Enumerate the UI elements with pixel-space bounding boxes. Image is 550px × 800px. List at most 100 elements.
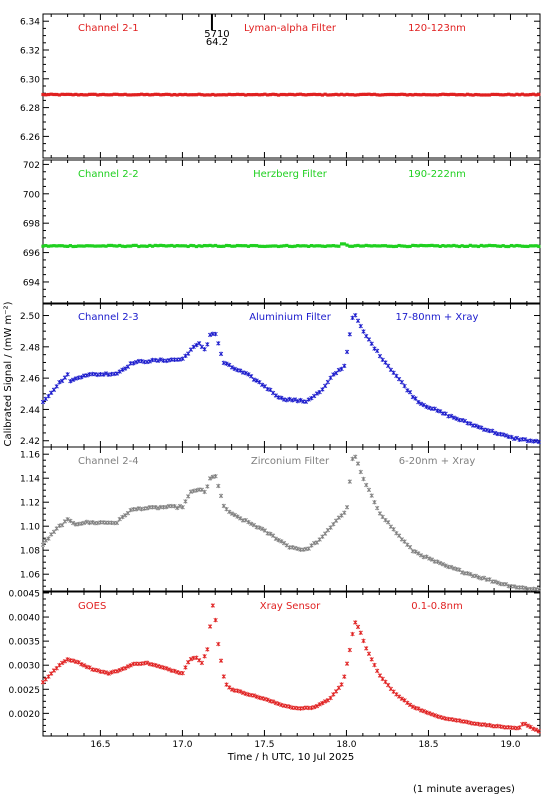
data-point: [235, 92, 240, 96]
data-point: [57, 662, 62, 668]
data-point: [498, 244, 503, 248]
data-point: [389, 92, 393, 97]
data-point: [235, 514, 240, 519]
data-point: [359, 244, 363, 248]
data-point: [528, 724, 533, 730]
data-point: [318, 244, 322, 248]
data-point: [49, 92, 53, 96]
data-point: [465, 92, 470, 96]
data-point: [129, 244, 133, 248]
data-point: [485, 244, 489, 248]
data-point: [57, 379, 62, 385]
data-point: [263, 244, 267, 249]
data-point: [326, 244, 330, 248]
data-point: [323, 244, 327, 249]
data-point: [142, 244, 146, 248]
data-point: [202, 654, 207, 659]
data-point: [188, 489, 194, 494]
data-point: [66, 244, 70, 248]
data-point: [416, 399, 421, 405]
y-tick-label: 0.0020: [9, 710, 41, 720]
panel-5: 0.0020 0.0025 0.0030 0.0035 0.0040 0.0045 GOES…: [9, 589, 541, 737]
data-point: [93, 244, 97, 248]
data-point: [77, 244, 81, 248]
data-point: [459, 417, 465, 423]
data-point: [418, 553, 424, 558]
data-point: [153, 243, 157, 248]
data-point: [238, 516, 243, 521]
data-point: [364, 243, 368, 248]
data-point: [95, 668, 100, 673]
data-point: [493, 92, 497, 97]
data-point: [158, 664, 163, 670]
data-point: [153, 92, 157, 96]
data-point: [229, 365, 235, 370]
data-point: [246, 372, 251, 377]
data-point: [279, 92, 283, 97]
data-point: [203, 93, 207, 97]
data-point: [203, 243, 207, 248]
data-point: [238, 689, 243, 694]
data-point: [339, 682, 344, 687]
data-point: [383, 679, 388, 685]
data-point: [285, 243, 289, 248]
data-point: [244, 244, 248, 248]
y-tick-label: 1.08: [20, 547, 40, 557]
data-point: [134, 507, 139, 512]
data-point: [186, 494, 191, 499]
data-point: [207, 476, 213, 481]
data-point: [213, 331, 218, 337]
data-point: [279, 539, 284, 544]
data-point: [71, 244, 75, 249]
data-point: [348, 93, 352, 97]
panel-frame: [42, 446, 541, 592]
data-point: [49, 244, 53, 248]
data-point: [383, 93, 388, 97]
data-point: [282, 244, 286, 248]
data-point: [416, 551, 421, 556]
data-point: [337, 93, 341, 97]
data-point: [331, 521, 336, 527]
data-point: [178, 244, 182, 248]
data-point: [355, 318, 361, 323]
data-point: [435, 93, 440, 97]
data-point: [307, 244, 311, 249]
data-point: [211, 244, 215, 248]
data-point: [411, 243, 415, 247]
data-point: [329, 244, 333, 248]
data-point: [249, 374, 254, 379]
data-point: [476, 93, 481, 97]
data-point: [260, 244, 264, 248]
data-point: [211, 92, 215, 97]
data-point: [347, 479, 352, 484]
data-point: [465, 244, 470, 248]
data-point: [183, 92, 188, 97]
data-point: [498, 93, 503, 97]
data-point: [287, 704, 292, 709]
data-point: [479, 93, 483, 97]
data-point: [372, 346, 377, 351]
data-point: [180, 505, 185, 510]
data-point: [455, 244, 459, 248]
x-axis: 16.5 17.0 17.5 18.0 18.5 19.0: [90, 740, 520, 750]
y-tick-label: 2.48: [20, 343, 40, 353]
data-point: [57, 244, 62, 248]
data-point: [62, 375, 68, 380]
data-point: [345, 92, 349, 96]
data-point: [306, 397, 311, 402]
data-point: [137, 244, 141, 249]
data-point: [257, 525, 262, 530]
data-point: [369, 341, 374, 346]
data-point: [63, 244, 67, 248]
data-point: [246, 244, 251, 248]
data-point: [218, 351, 224, 357]
data-point: [290, 244, 294, 249]
data-point: [358, 469, 363, 475]
data-point: [429, 557, 435, 562]
data-point: [309, 705, 314, 711]
panel-frame: [42, 13, 541, 159]
data-point: [161, 244, 166, 248]
data-point: [303, 399, 309, 404]
data-point: [229, 511, 235, 516]
data-point: [430, 243, 434, 247]
